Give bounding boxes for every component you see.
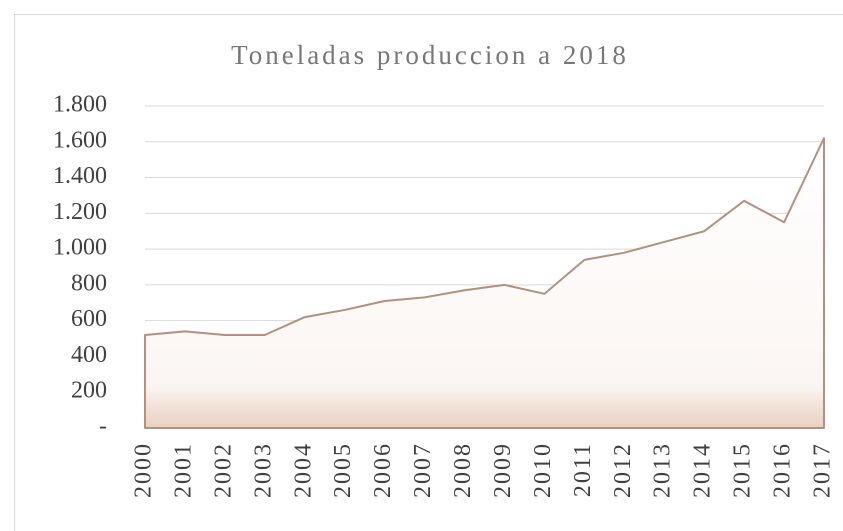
x-tick-label: 2001 <box>170 442 196 498</box>
x-tick-label: 2009 <box>490 442 516 498</box>
x-tick-label: 2017 <box>810 442 836 498</box>
x-tick-label: 2015 <box>730 442 756 498</box>
x-tick-label: 2014 <box>690 442 716 498</box>
y-tick-label: 1.000 <box>53 235 107 261</box>
x-tick-label: 2008 <box>450 442 476 498</box>
area <box>144 137 825 429</box>
chart-title: Toneladas produccion a 2018 <box>231 40 629 70</box>
y-tick-label: 1.200 <box>53 199 107 225</box>
x-tick-label: 2016 <box>770 442 796 498</box>
y-tick-label: - <box>99 414 107 440</box>
x-tick-label: 2005 <box>330 442 356 498</box>
x-tick-label: 2013 <box>650 442 676 498</box>
y-tick-label: 800 <box>71 270 107 296</box>
y-tick-label: 200 <box>71 378 107 404</box>
x-tick-label: 2010 <box>530 442 556 498</box>
x-tick-label: 2007 <box>410 442 436 498</box>
x-tick-label: 2003 <box>250 442 276 498</box>
x-tick-label: 2006 <box>370 442 396 498</box>
y-tick-label: 1.800 <box>53 92 107 118</box>
y-tick-label: 1.600 <box>53 127 107 153</box>
x-tick-label: 2002 <box>210 442 236 498</box>
y-tick-label: 600 <box>71 306 107 332</box>
x-tick-label: 2012 <box>610 442 636 498</box>
y-tick-label: 400 <box>71 342 107 368</box>
y-tick-label: 1.400 <box>53 163 107 189</box>
x-tick-label: 2000 <box>131 442 157 498</box>
x-tick-label: 2011 <box>570 442 596 497</box>
x-tick-label: 2004 <box>290 442 316 498</box>
